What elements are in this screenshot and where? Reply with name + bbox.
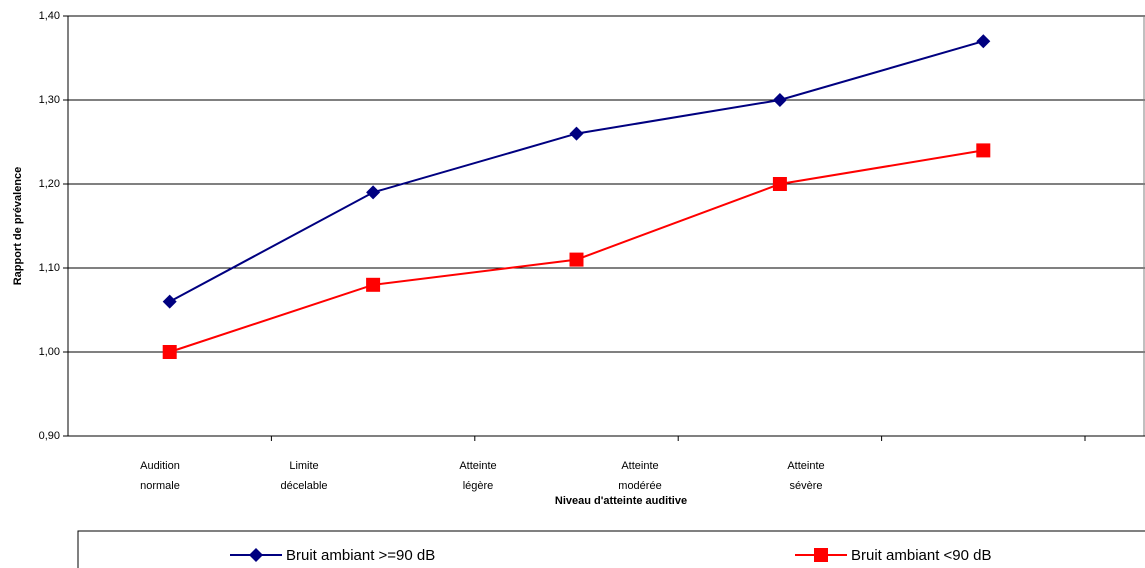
y-tick-label: 1,30: [39, 94, 60, 106]
y-axis-title: Rapport de prévalence: [12, 167, 24, 286]
legend-marker: [814, 548, 828, 562]
marker: [976, 34, 991, 49]
y-tick-label: 1,10: [39, 262, 60, 274]
y-tick-label: 1,00: [39, 346, 60, 358]
marker: [772, 93, 787, 107]
marker: [569, 126, 584, 141]
marker: [162, 294, 177, 309]
marker: [366, 277, 381, 292]
x-tick-label: Audition normale: [140, 460, 180, 492]
marker: [569, 252, 584, 267]
x-tick-label: Limite décelable: [280, 460, 327, 492]
y-tick-label: 1,20: [39, 178, 60, 190]
x-tick-label: Atteinte sévère: [787, 460, 824, 492]
x-tick-label: Atteinte modérée: [618, 460, 661, 492]
x-axis-title: Niveau d'atteinte auditive: [555, 495, 687, 507]
marker: [772, 177, 787, 191]
y-tick-label: 1,40: [39, 10, 60, 22]
line: [169, 149, 984, 353]
marker: [162, 345, 177, 359]
legend-label: Bruit ambiant <90 dB: [851, 547, 992, 564]
y-tick-label: 0,90: [39, 430, 60, 442]
legend-marker: [249, 548, 263, 562]
marker: [976, 143, 991, 158]
legend-label: Bruit ambiant >=90 dB: [286, 547, 435, 564]
marker: [366, 185, 381, 200]
x-tick-label: Atteinte légère: [459, 460, 496, 492]
legend-box: [77, 530, 1145, 568]
